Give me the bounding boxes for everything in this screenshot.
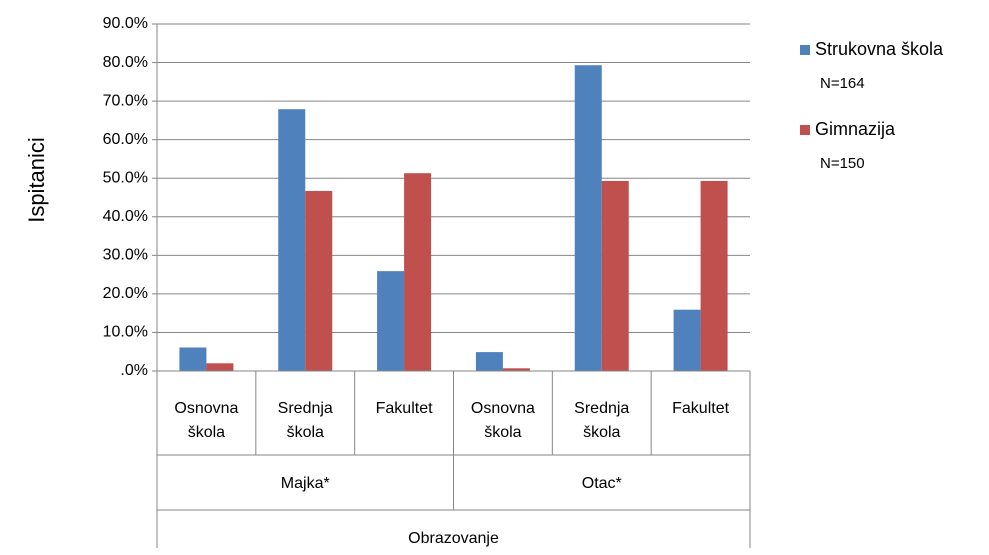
bar <box>278 109 306 372</box>
bar <box>404 173 432 371</box>
x-tick-label: Srednja škola <box>277 400 333 441</box>
bar <box>574 65 602 371</box>
legend-swatch <box>800 45 810 55</box>
bar <box>673 309 701 371</box>
bar <box>700 180 728 371</box>
y-tick-label: 70.0% <box>103 92 148 109</box>
y-tick-label: 10.0% <box>103 324 148 341</box>
y-tick-label: 50.0% <box>103 169 148 186</box>
y-tick-label: 40.0% <box>103 208 148 225</box>
bar <box>305 190 333 371</box>
group-label: Otac* <box>581 475 622 492</box>
bar <box>502 368 530 371</box>
x-tick-label: Srednja škola <box>574 400 630 441</box>
y-tick-label: .0% <box>120 362 148 379</box>
bar <box>206 363 234 371</box>
bar <box>377 271 405 371</box>
x-tick-label: Fakultet <box>672 400 730 417</box>
x-axis-title: Obrazovanje <box>408 530 499 547</box>
y-tick-label: 20.0% <box>103 285 148 302</box>
x-tick-label: Osnovna škola <box>470 400 535 441</box>
bar <box>601 180 629 371</box>
y-tick-label: 60.0% <box>103 131 148 148</box>
x-tick-label: Fakultet <box>375 400 433 417</box>
legend-note: N=150 <box>820 155 865 172</box>
y-tick-label: 30.0% <box>103 247 148 264</box>
y-tick-label: 80.0% <box>103 54 148 71</box>
x-tick-label: Osnovna škola <box>174 400 239 441</box>
legend-label: Gimnazija <box>815 119 896 139</box>
bar <box>179 347 207 371</box>
group-label: Majka* <box>280 475 330 492</box>
legend-swatch <box>800 125 810 135</box>
y-axis-title: Ispitanici <box>24 137 49 223</box>
bar <box>475 352 503 371</box>
y-tick-label: 90.0% <box>103 15 148 32</box>
legend-label: Strukovna škola <box>815 39 944 59</box>
legend-note: N=164 <box>820 75 865 92</box>
